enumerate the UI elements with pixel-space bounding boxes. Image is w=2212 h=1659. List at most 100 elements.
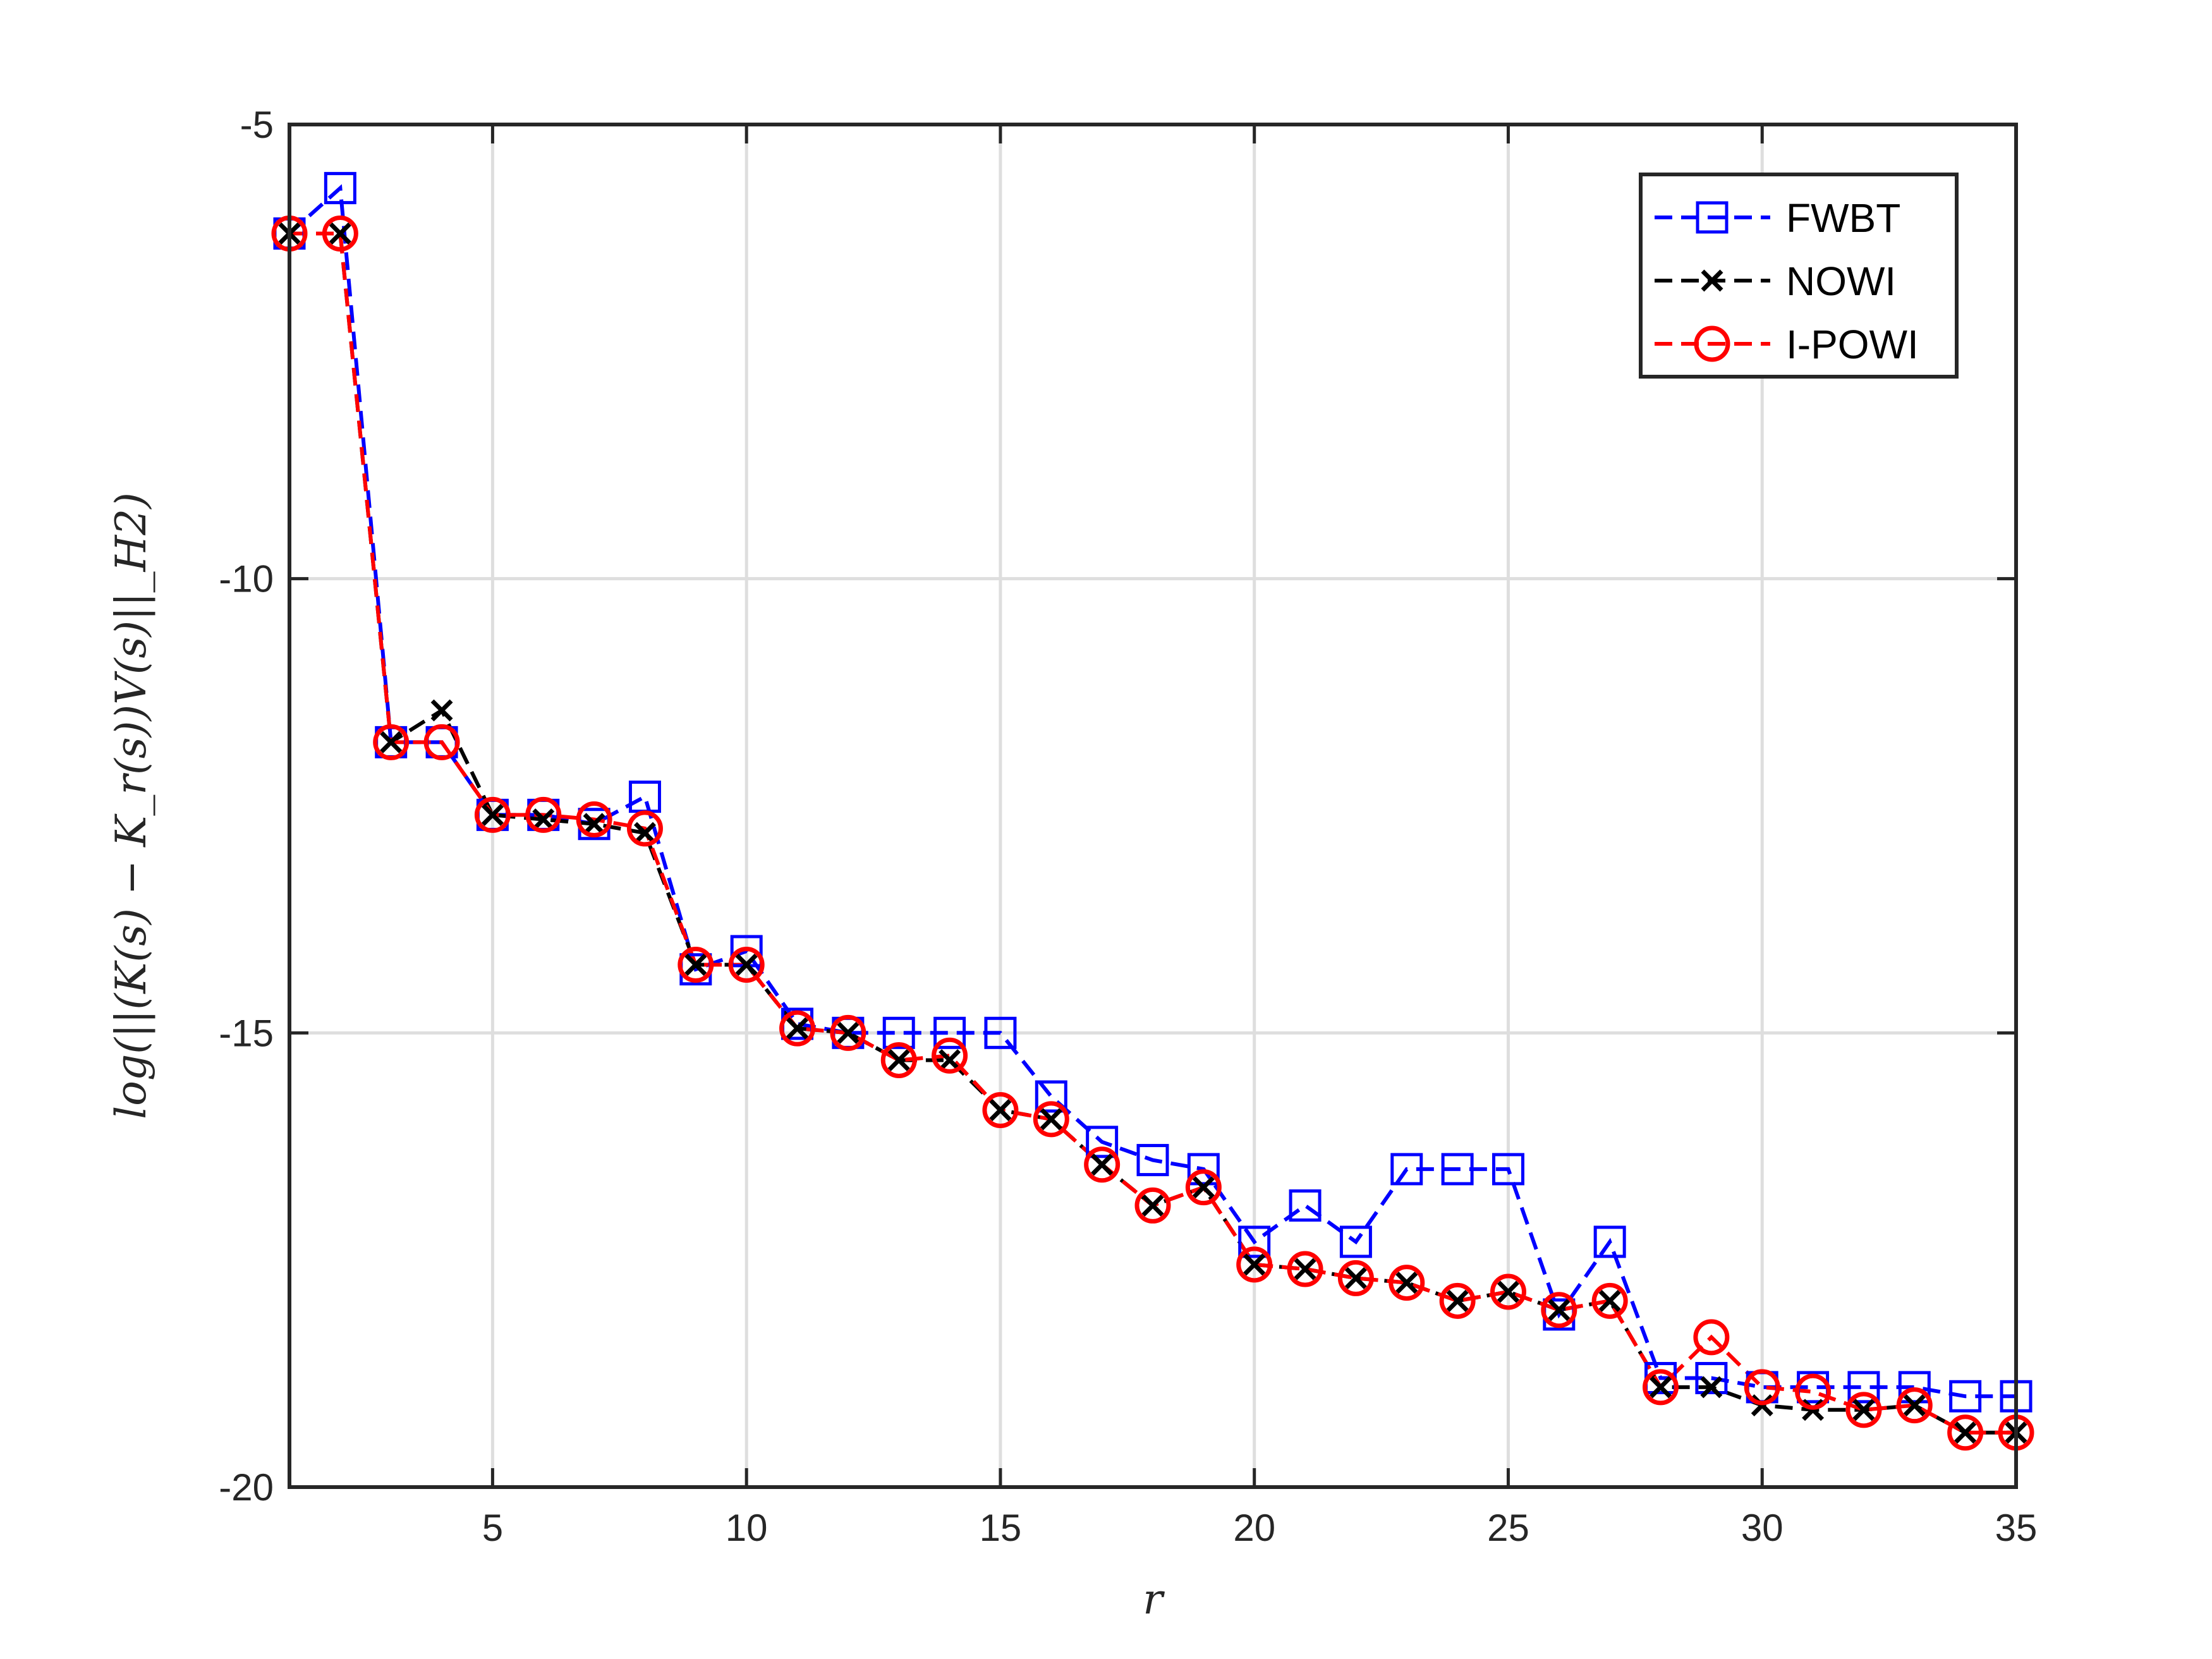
x-marker [1192,1176,1215,1199]
circle-marker [1033,1101,1069,1138]
series-markers-nowi [278,222,2027,1444]
x-marker [786,1017,809,1040]
circle-marker [1541,1292,1577,1328]
x-marker [1040,1108,1062,1131]
circle-marker [728,947,765,983]
x-marker [532,808,555,831]
y-axis-label: log(||(K(s) − K_r(s))V(s)||_H2) [107,492,155,1119]
x-marker [1802,1399,1825,1421]
x-marker [1700,1376,1723,1399]
square-marker [1238,1225,1271,1258]
x-marker [1497,1280,1519,1303]
x-tick-label: 25 [1487,1507,1529,1549]
circle-marker [1287,1251,1323,1287]
square-marker [933,1016,966,1049]
square-marker [1086,1126,1119,1158]
x-tick-label: 5 [482,1507,503,1549]
x-marker [1395,1272,1418,1294]
x-marker [1091,1153,1114,1176]
x-marker [1294,1258,1316,1280]
circle-marker [373,724,410,760]
x-marker [1243,1253,1266,1276]
x-marker [1903,1394,1926,1417]
x-marker [481,803,504,826]
x-marker [1344,1267,1367,1289]
circle-marker [1947,1414,1984,1451]
x-tick-label: 35 [1995,1507,2038,1549]
circle-marker [678,947,714,983]
y-tick-label: -10 [219,558,274,600]
plot-frame [288,123,2018,1489]
x-tick-label: 30 [1741,1507,1784,1549]
x-marker [633,822,656,844]
y-tick-label: -5 [240,104,274,146]
square-marker [1289,1189,1322,1222]
square-marker [1696,201,1729,234]
square-marker [882,1016,915,1049]
y-axis-label-text: log(||(K(s) − K_r(s))V(s)||_H2) [107,492,155,1119]
circle-marker [1236,1246,1273,1283]
square-marker [324,172,356,205]
square-marker [1492,1153,1524,1186]
circle-marker [1084,1146,1121,1183]
circle-marker [423,724,460,760]
square-marker [1847,1371,1880,1404]
y-tick-label: -20 [219,1466,274,1509]
circle-marker [932,1037,968,1074]
x-tick-label: 10 [726,1507,768,1549]
x-marker [1141,1194,1164,1217]
x-tick-label: 20 [1233,1507,1275,1549]
x-marker [1852,1399,1875,1421]
legend-item-i-powi: I-POWI [1655,322,1919,367]
x-marker [1954,1421,1977,1444]
legend: FWBT NOWI I-POWI [1639,173,1959,379]
square-marker [1187,1153,1220,1186]
circle-marker [1795,1373,1832,1410]
x-marker [684,954,707,976]
square-marker [1898,1371,1931,1404]
legend-item-fwbt: FWBT [1655,195,1900,241]
legend-label: NOWI [1786,258,1896,304]
circle-marker [1744,1369,1780,1406]
tick-labels: 5 10 15 20 25 30 35 -5 -10 -15 -20 [219,104,2037,1549]
circle-marker [830,1014,866,1051]
circle-marker [1643,1369,1679,1406]
x-marker [1548,1299,1571,1322]
square-marker [1390,1153,1423,1186]
circle-marker [1439,1282,1476,1319]
circle-marker [1185,1169,1222,1206]
circle-marker [1845,1392,1882,1428]
x-marker [939,1048,961,1071]
x-marker [1701,269,1723,292]
legend-label: FWBT [1786,195,1900,241]
circle-marker [474,796,511,833]
square-marker [1136,1144,1169,1177]
legend-item-nowi: NOWI [1655,258,1896,304]
x-marker [329,222,351,245]
x-marker [1650,1376,1672,1399]
square-marker [1339,1225,1372,1258]
circle-marker [525,796,562,833]
circle-marker [1490,1273,1526,1310]
circle-marker [1134,1187,1171,1224]
x-marker [1598,1289,1621,1312]
square-marker [1035,1080,1067,1113]
square-marker [1695,1362,1728,1395]
y-tick-label: -15 [219,1012,274,1054]
square-marker [1441,1153,1474,1186]
circle-marker [1693,1319,1730,1356]
circle-marker [322,215,358,252]
series-markers [271,172,2034,1451]
x-marker [1751,1394,1773,1417]
legend-label: I-POWI [1786,322,1919,367]
x-marker [430,699,453,722]
x-axis-label: r [1143,1575,1165,1624]
circle-marker [779,1010,816,1047]
x-marker [1446,1289,1469,1312]
square-marker [1593,1225,1626,1258]
x-marker [887,1048,910,1071]
series-markers-i-powi [271,215,2034,1451]
x-marker [989,1099,1012,1121]
circle-marker [880,1042,917,1078]
